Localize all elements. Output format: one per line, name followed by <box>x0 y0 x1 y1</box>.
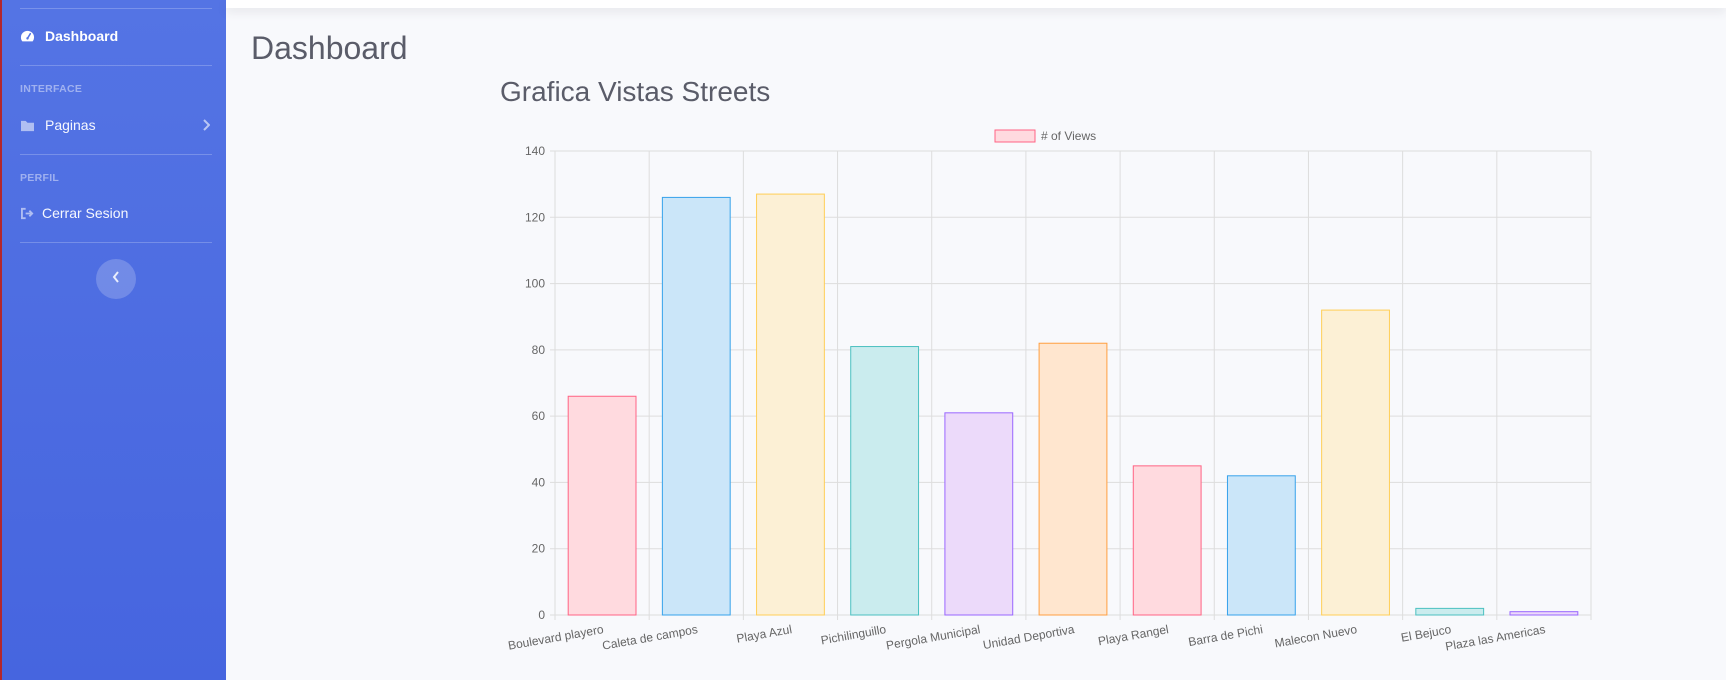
sidebar-item-paginas[interactable]: Paginas <box>20 117 210 133</box>
chevron-right-icon <box>202 119 210 131</box>
x-tick-label: Pichilinguillo <box>820 622 888 647</box>
x-tick-label: Plaza las Americas <box>1444 622 1546 653</box>
sidebar: Dashboard INTERFACE Paginas PERFIL Cerra… <box>0 0 226 680</box>
topbar <box>226 0 1726 8</box>
sidebar-heading-interface: INTERFACE <box>20 83 83 95</box>
sidebar-toggle-button[interactable] <box>96 259 136 299</box>
x-tick-label: Pergola Municipal <box>885 622 981 652</box>
legend-label: # of Views <box>1041 129 1096 143</box>
bar <box>567 395 637 616</box>
bar <box>944 412 1014 616</box>
y-tick-label: 0 <box>538 608 545 622</box>
sidebar-divider <box>20 8 212 9</box>
y-tick-label: 80 <box>532 343 546 357</box>
sidebar-item-logout[interactable]: Cerrar Sesion <box>20 205 128 221</box>
sidebar-heading-perfil: PERFIL <box>20 172 60 184</box>
chart-title: Grafica Vistas Streets <box>500 76 771 107</box>
bar <box>756 193 825 616</box>
bar <box>1509 611 1579 616</box>
bar <box>1415 607 1485 616</box>
folder-icon <box>20 119 35 132</box>
x-tick-label: Unidad Deportiva <box>982 622 1076 652</box>
tachometer-icon <box>20 29 35 44</box>
x-tick-label: Playa Rangel <box>1097 622 1170 648</box>
bar <box>661 196 731 616</box>
chevron-left-icon <box>112 270 120 288</box>
x-tick-label: Caleta de campos <box>601 622 699 653</box>
page-title: Dashboard <box>251 30 408 66</box>
bar <box>1321 309 1390 616</box>
y-tick-label: 120 <box>525 210 545 224</box>
sidebar-divider <box>20 65 212 66</box>
x-tick-label: Playa Azul <box>735 622 793 646</box>
sidebar-item-label: Cerrar Sesion <box>42 205 129 221</box>
x-tick-label: Barra de Pichi <box>1187 622 1264 649</box>
x-tick-label: Malecon Nuevo <box>1274 622 1359 650</box>
sidebar-divider <box>20 154 212 155</box>
y-tick-label: 60 <box>532 409 546 423</box>
bar <box>1132 465 1202 616</box>
bar <box>850 346 920 616</box>
y-tick-label: 100 <box>525 277 545 291</box>
sign-out-icon <box>20 207 35 220</box>
legend-swatch <box>994 129 1036 143</box>
bar <box>1038 342 1108 616</box>
y-tick-label: 140 <box>525 144 545 158</box>
y-tick-label: 20 <box>532 542 546 556</box>
sidebar-item-dashboard[interactable]: Dashboard <box>20 28 118 44</box>
views-bar-chart: 0 20 40 60 80 100 120 140 Boulevard playeroCalet… <box>507 129 1592 654</box>
sidebar-item-label: Dashboard <box>45 28 119 44</box>
sidebar-divider <box>20 242 212 243</box>
bar <box>1226 475 1296 616</box>
y-tick-label: 40 <box>532 475 546 489</box>
sidebar-item-label: Paginas <box>45 117 96 133</box>
x-tick-label: Boulevard playero <box>507 622 605 653</box>
